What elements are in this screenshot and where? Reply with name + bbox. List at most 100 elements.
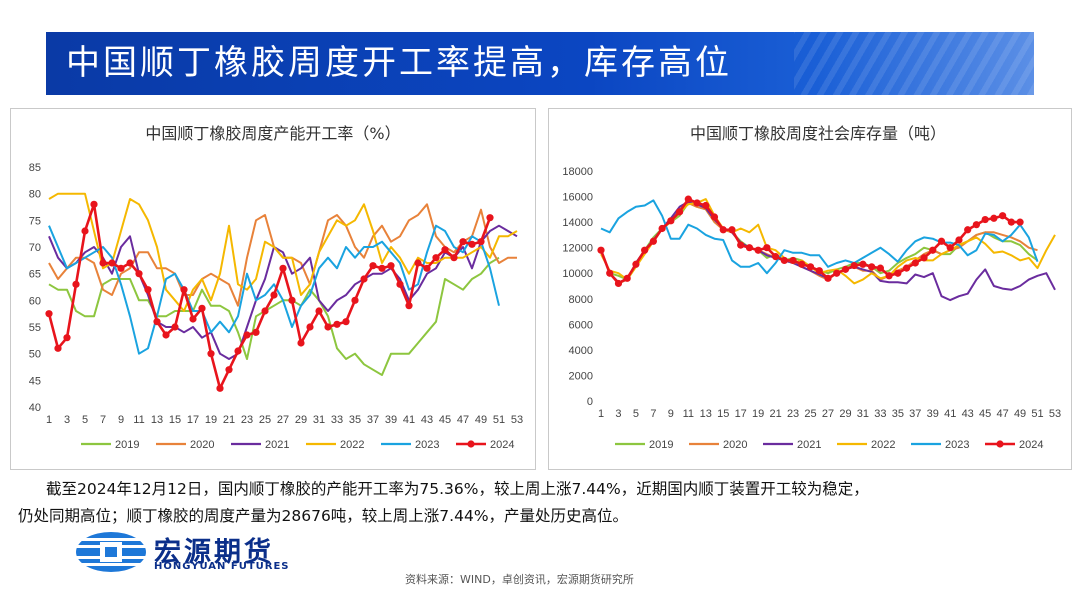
data-point-2024 <box>297 339 305 347</box>
data-point-2024 <box>81 227 89 235</box>
x-tick-label: 1 <box>598 408 604 420</box>
x-tick-label: 5 <box>82 414 88 426</box>
legend-marker <box>467 440 475 448</box>
logo-emblem-icon <box>76 532 146 572</box>
legend-marker <box>996 440 1004 448</box>
y-tick-label: 45 <box>29 375 41 387</box>
data-point-2024 <box>772 253 780 261</box>
y-tick-label: 75 <box>29 215 41 227</box>
data-point-2024 <box>216 384 224 392</box>
data-point-2024 <box>54 344 62 352</box>
data-point-2024 <box>990 214 998 222</box>
title-banner: 中国顺丁橡胶周度开工率提高，库存高位 <box>46 32 1034 95</box>
legend-item-2021: 2021 <box>763 439 821 451</box>
data-point-2024 <box>234 347 242 355</box>
x-tick-label: 37 <box>367 414 379 426</box>
data-point-2024 <box>306 323 314 331</box>
data-point-2024 <box>396 280 404 288</box>
x-tick-label: 35 <box>349 414 361 426</box>
data-point-2024 <box>351 296 359 304</box>
data-point-2024 <box>623 274 631 282</box>
data-point-2024 <box>649 237 657 245</box>
page-title: 中国顺丁橡胶周度开工率提高，库存高位 <box>66 43 732 83</box>
x-tick-label: 13 <box>700 408 712 420</box>
y-tick-label: 55 <box>29 322 41 334</box>
y-tick-label: 4000 <box>569 345 593 357</box>
data-point-2024 <box>754 246 762 254</box>
data-point-2024 <box>90 200 98 208</box>
data-point-2024 <box>780 256 788 265</box>
data-point-2024 <box>243 331 251 339</box>
x-tick-label: 27 <box>822 408 834 420</box>
x-tick-label: 53 <box>1049 408 1061 420</box>
x-tick-label: 15 <box>717 408 729 420</box>
banner-stripe-decoration <box>794 32 1034 95</box>
legend-item-2024: 2024 <box>456 439 514 451</box>
data-point-2024 <box>693 199 701 207</box>
x-tick-label: 39 <box>927 408 939 420</box>
data-point-2024 <box>815 267 823 275</box>
data-point-2024 <box>342 318 350 326</box>
x-tick-label: 51 <box>1031 408 1043 420</box>
x-tick-label: 41 <box>944 408 956 420</box>
data-point-2024 <box>459 238 467 246</box>
data-point-2024 <box>333 320 341 328</box>
series-line-2019 <box>48 256 500 376</box>
data-point-2024 <box>675 208 684 216</box>
x-tick-label: 51 <box>493 414 505 426</box>
data-point-2024 <box>1007 218 1015 226</box>
data-point-2024 <box>432 254 440 262</box>
legend-item-2023: 2023 <box>381 439 439 451</box>
y-tick-label: 8000 <box>569 294 593 306</box>
y-tick-label: 85 <box>29 162 41 174</box>
y-tick-label: 80 <box>29 189 41 201</box>
x-tick-label: 29 <box>839 408 851 420</box>
data-point-2024 <box>477 238 485 246</box>
x-tick-label: 39 <box>385 414 397 426</box>
data-point-2024 <box>1016 218 1024 226</box>
legend-label: 2023 <box>415 439 439 451</box>
caption-line-2: 仍处同期高位；顺丁橡胶的周度产量为28676吨，较上周上涨7.44%，产量处历史… <box>18 507 629 525</box>
legend-label: 2024 <box>1019 439 1043 451</box>
x-tick-label: 27 <box>277 414 289 426</box>
data-point-2024 <box>117 264 125 272</box>
data-point-2024 <box>606 269 614 277</box>
data-source-note: 资料来源：WIND，卓创资讯，宏源期货研究所 <box>405 573 634 586</box>
data-point-2024 <box>719 226 727 234</box>
x-tick-label: 13 <box>151 414 163 426</box>
x-tick-label: 9 <box>118 414 124 426</box>
y-tick-label: 40 <box>29 402 41 414</box>
data-point-2024 <box>789 256 797 265</box>
data-point-2024 <box>911 259 919 267</box>
y-tick-label: 2000 <box>569 370 593 382</box>
data-point-2024 <box>441 246 449 254</box>
data-point-2024 <box>964 226 972 234</box>
data-point-2024 <box>153 318 161 326</box>
data-point-2024 <box>859 260 867 268</box>
x-tick-label: 7 <box>100 414 106 426</box>
data-point-2024 <box>745 244 754 252</box>
data-point-2024 <box>850 261 858 270</box>
x-tick-label: 23 <box>787 408 799 420</box>
y-tick-label: 0 <box>587 396 593 408</box>
data-point-2024 <box>315 307 323 315</box>
series-line-2022 <box>48 192 518 312</box>
data-point-2024 <box>288 296 296 304</box>
data-point-2024 <box>99 259 107 267</box>
data-point-2024 <box>405 302 413 310</box>
x-tick-label: 37 <box>909 408 921 420</box>
data-point-2024 <box>423 264 431 272</box>
data-point-2024 <box>894 269 902 277</box>
logo-chinese-name: 宏源期货 <box>154 537 274 568</box>
x-tick-label: 47 <box>457 414 469 426</box>
legend-label: 2022 <box>340 439 364 451</box>
data-point-2024 <box>929 246 937 254</box>
data-point-2024 <box>972 221 981 229</box>
data-point-2024 <box>387 262 395 270</box>
data-point-2024 <box>806 263 815 271</box>
data-point-2024 <box>885 272 893 280</box>
data-point-2024 <box>63 334 71 342</box>
x-tick-label: 25 <box>259 414 271 426</box>
logo-english-name: HONGYUAN FUTURES <box>154 561 290 572</box>
company-logo: 宏源期货 HONGYUAN FUTURES <box>74 530 314 574</box>
